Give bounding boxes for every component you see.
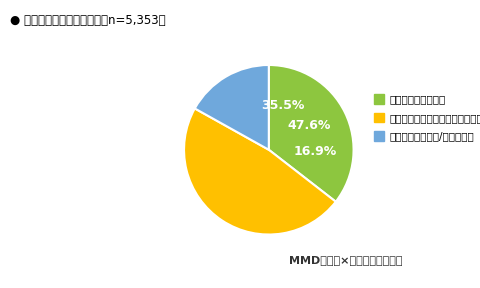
Text: 35.5%: 35.5% [261, 99, 305, 112]
Text: ● マイナポイントの認知度（n=5,353）: ● マイナポイントの認知度（n=5,353） [10, 14, 165, 27]
Text: 47.6%: 47.6% [287, 120, 331, 132]
Legend: 内容を把握している, 聞いたことはあるが、内容を把握していない, 聞いたことがない/わからない: 内容を把握している, 聞いたことはあるが、内容を把握していない, 聞いたことがな… [370, 90, 480, 146]
Wedge shape [195, 65, 269, 150]
Text: 16.9%: 16.9% [294, 145, 337, 158]
Wedge shape [269, 65, 354, 202]
Wedge shape [184, 109, 336, 234]
Text: MMD研究所×スマートアンサー: MMD研究所×スマートアンサー [289, 255, 402, 265]
